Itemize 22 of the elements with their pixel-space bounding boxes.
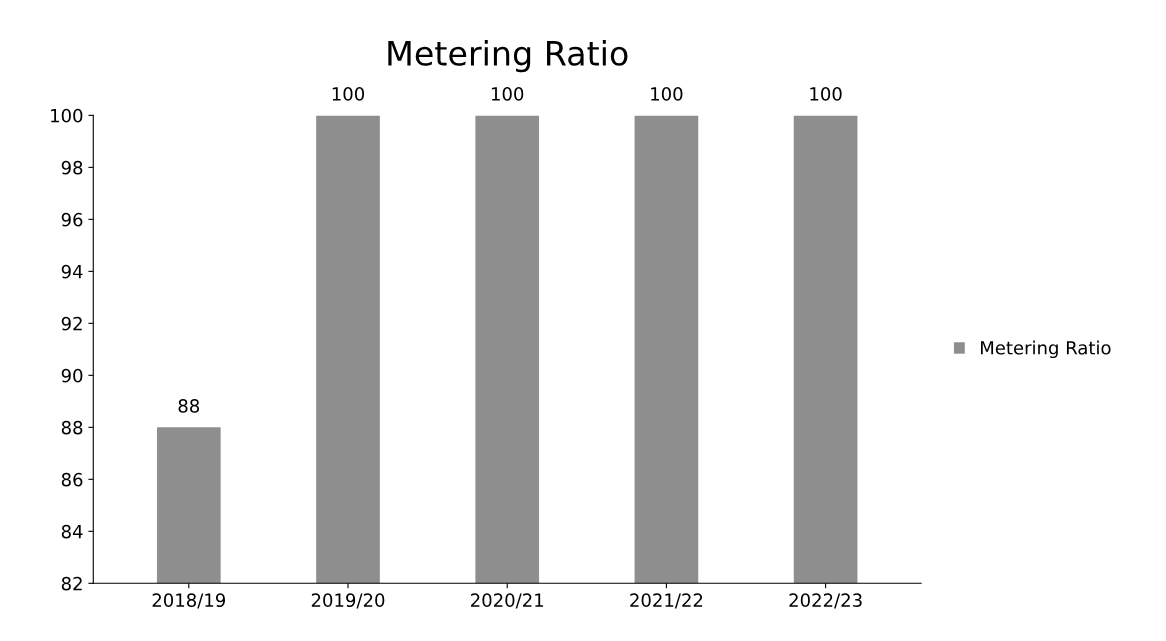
y-tick-label: 92 [61,316,82,331]
x-tick-label: 2022/23 [789,593,862,609]
data-label: 100 [491,87,524,101]
data-label: 100 [651,87,683,101]
y-tick-label: 90 [61,368,83,383]
chart-title: Metering Ratio [388,40,628,73]
x-tick-label: 2020/21 [471,593,544,609]
y-tick-label: 84 [61,524,83,539]
legend-label: Metering Ratio [981,340,1111,359]
x-tick-label: 2018/19 [152,593,226,609]
y-tick-label: 88 [61,420,83,435]
y-tick-label: 82 [61,576,82,591]
y-tick-label: 86 [61,472,83,487]
data-label: 100 [810,87,842,101]
x-tick-label: 2019/20 [311,593,385,609]
data-label: 100 [332,87,365,101]
y-tick-label: 96 [61,212,83,227]
data-label: 88 [178,399,200,413]
y-tick-label: 94 [61,264,83,279]
y-tick-label: 100 [51,108,83,123]
x-tick-label: 2021/22 [630,593,703,609]
y-tick-label: 98 [61,160,83,175]
